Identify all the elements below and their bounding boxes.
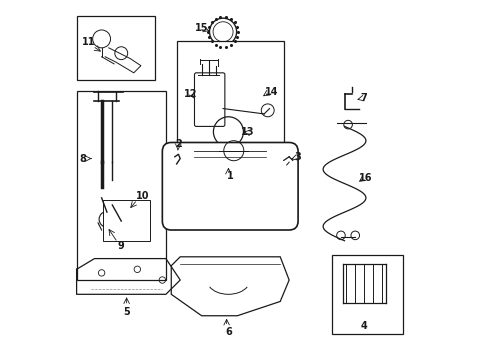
Text: 11: 11 — [82, 37, 96, 48]
FancyBboxPatch shape — [162, 143, 298, 230]
Text: 8: 8 — [80, 154, 86, 163]
Text: 4: 4 — [360, 321, 367, 332]
FancyBboxPatch shape — [77, 91, 165, 280]
FancyBboxPatch shape — [331, 255, 403, 334]
Text: 12: 12 — [183, 89, 197, 99]
Text: 9: 9 — [118, 241, 124, 251]
FancyBboxPatch shape — [77, 16, 155, 80]
FancyBboxPatch shape — [194, 73, 224, 126]
Text: 13: 13 — [241, 127, 254, 138]
FancyBboxPatch shape — [176, 41, 283, 148]
Text: 5: 5 — [123, 307, 130, 317]
Text: 3: 3 — [294, 152, 301, 162]
Text: 2: 2 — [175, 139, 182, 149]
Text: 6: 6 — [224, 327, 231, 337]
Text: 1: 1 — [226, 171, 233, 181]
Text: 15: 15 — [195, 23, 208, 33]
Text: 16: 16 — [359, 173, 372, 183]
FancyBboxPatch shape — [103, 200, 149, 241]
Text: 10: 10 — [136, 191, 149, 201]
Text: 14: 14 — [264, 87, 278, 98]
Text: 7: 7 — [360, 93, 367, 103]
